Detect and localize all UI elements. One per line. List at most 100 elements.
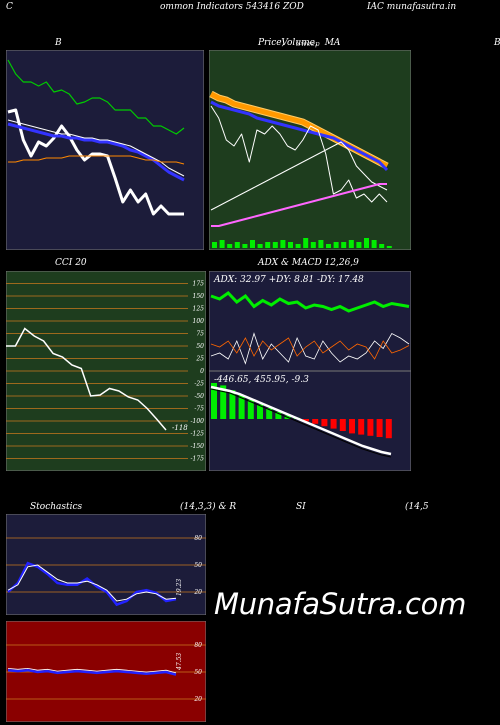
macd-histogram-bar xyxy=(303,419,309,422)
cci-tick-label: 25 xyxy=(195,356,204,363)
price-title-a: Price, xyxy=(258,38,285,48)
stoch-d-line xyxy=(7,564,177,602)
rsi-last-label: 47.53 xyxy=(176,652,183,670)
macd-histogram-bar xyxy=(229,390,236,419)
cci-tick-label: 175 xyxy=(193,281,205,288)
volume-bar xyxy=(310,242,316,248)
macd-histogram-bar xyxy=(247,399,254,419)
cci-tick-label: -100 xyxy=(191,418,205,425)
volume-bar xyxy=(257,244,263,248)
bb-series-line-2 xyxy=(7,122,185,182)
bollinger-chart xyxy=(6,50,204,250)
minus-di-line xyxy=(210,337,410,360)
macd-histogram-bar xyxy=(211,383,217,419)
adx-title: ADX & MACD 12,26,9 xyxy=(258,258,359,268)
volume-bar xyxy=(326,244,331,248)
volume-bar xyxy=(250,240,255,248)
cci-tick-label: -25 xyxy=(194,381,204,388)
macd-histogram-bar xyxy=(349,419,355,434)
macd-histogram-bar xyxy=(238,395,245,419)
macd-histogram-bar xyxy=(220,385,227,419)
cci-chart: 175 150 125 100 75 50 25 0 -25 -50 -75 -100 -125 -150… xyxy=(6,271,206,471)
macd-histogram-bar xyxy=(266,408,273,419)
cci-title: CCI 20 xyxy=(55,258,87,268)
cci-tick-label: -75 xyxy=(194,406,204,413)
macd-histogram-bar xyxy=(321,419,328,427)
cci-tick-label: 125 xyxy=(193,306,205,313)
price-title-b: Volume, xyxy=(281,38,318,48)
rsi-tick-label: 50 xyxy=(194,669,202,676)
macd-histogram-bar xyxy=(376,419,383,437)
volume-bar xyxy=(288,242,293,248)
stoch-tick-label: 20 xyxy=(193,589,202,596)
cci-tick-label: 75 xyxy=(196,331,204,338)
volume-bar xyxy=(219,240,225,248)
macd-chart xyxy=(209,371,411,471)
price-series-line-1 xyxy=(210,100,389,172)
bb-series-line-4 xyxy=(8,155,185,165)
bb-series-line-3 xyxy=(7,119,185,177)
plus-di-line xyxy=(210,332,410,365)
watermark: MunafaSutra.com xyxy=(214,587,467,621)
volume-bar xyxy=(234,242,240,248)
volume-bar xyxy=(272,242,278,248)
price-series-line-4 xyxy=(211,183,387,227)
price-title: Price, Volume, MA xyxy=(258,38,340,48)
macd-histogram-bar xyxy=(312,419,319,424)
volume-bar xyxy=(379,244,385,248)
cci-tick-label: 150 xyxy=(193,293,205,300)
cci-tick-label: 50 xyxy=(196,343,204,350)
stoch-title-c: SI xyxy=(296,502,306,512)
price-series-line-2 xyxy=(210,105,388,203)
cci-tick-label: -175 xyxy=(191,456,205,463)
bb-title: B xyxy=(55,38,62,48)
price-title-overlay: Sweep xyxy=(296,40,320,48)
rsi-chart: 80 50 20 xyxy=(6,621,206,722)
adx-chart xyxy=(209,271,411,371)
volume-bar xyxy=(212,242,217,248)
macd-histogram-bar xyxy=(367,419,374,436)
cci-tick-label: -50 xyxy=(194,393,204,400)
header-right: IAC munafasutra.in xyxy=(367,2,457,12)
stoch-title-b: (14,3,3) & R xyxy=(180,502,237,512)
macd-histogram-bar xyxy=(339,419,346,431)
adx-background xyxy=(209,271,411,371)
macd-histogram-bar xyxy=(358,419,365,435)
stochastics-chart: 80 50 20 xyxy=(6,514,206,615)
adx-line xyxy=(210,291,410,313)
header-center: ommon Indicators 543416 ZOD xyxy=(160,2,304,12)
volume-bar xyxy=(356,242,362,248)
macd-histogram-bar xyxy=(257,404,263,419)
volume-bar xyxy=(364,238,369,248)
cci-last-label: -118 xyxy=(172,424,188,432)
price-title-c: MA xyxy=(324,38,341,48)
price-series-line-3 xyxy=(210,141,388,211)
right-stub-title: B xyxy=(494,38,500,48)
stoch-tick-label: 50 xyxy=(194,562,202,569)
volume-bar xyxy=(318,240,324,248)
price-chart xyxy=(209,50,411,250)
volume-bar xyxy=(386,246,392,248)
volume-bar xyxy=(303,238,309,248)
macd-histogram-bar xyxy=(330,419,337,429)
volume-bar xyxy=(371,240,377,248)
volume-bar xyxy=(265,242,271,248)
stoch-title-a: Stochastics xyxy=(30,502,83,512)
adx-readout: ADX: 32.97 +DY: 8.81 -DY: 17.48 xyxy=(214,275,364,285)
stoch-tick-label: 80 xyxy=(194,535,202,542)
rsi-tick-label: 80 xyxy=(194,642,202,649)
macd-readout: -446.65, 455.95, -9.3 xyxy=(214,375,309,385)
macd-signal-line xyxy=(210,385,392,456)
cci-line xyxy=(6,327,167,431)
stoch-last-label: 19.23 xyxy=(176,578,183,596)
volume-bar xyxy=(295,244,301,248)
volume-bar xyxy=(242,244,248,248)
stoch-title-d: (14,5 xyxy=(405,502,429,512)
bollinger-background xyxy=(6,50,204,250)
macd-histogram-bar xyxy=(385,419,392,439)
macd-histogram-bar xyxy=(275,411,282,419)
volume-bar xyxy=(348,240,354,248)
cci-tick-label: 0 xyxy=(200,368,204,375)
rsi-tick-label: 20 xyxy=(193,696,202,703)
cci-tick-label: -150 xyxy=(191,443,205,450)
